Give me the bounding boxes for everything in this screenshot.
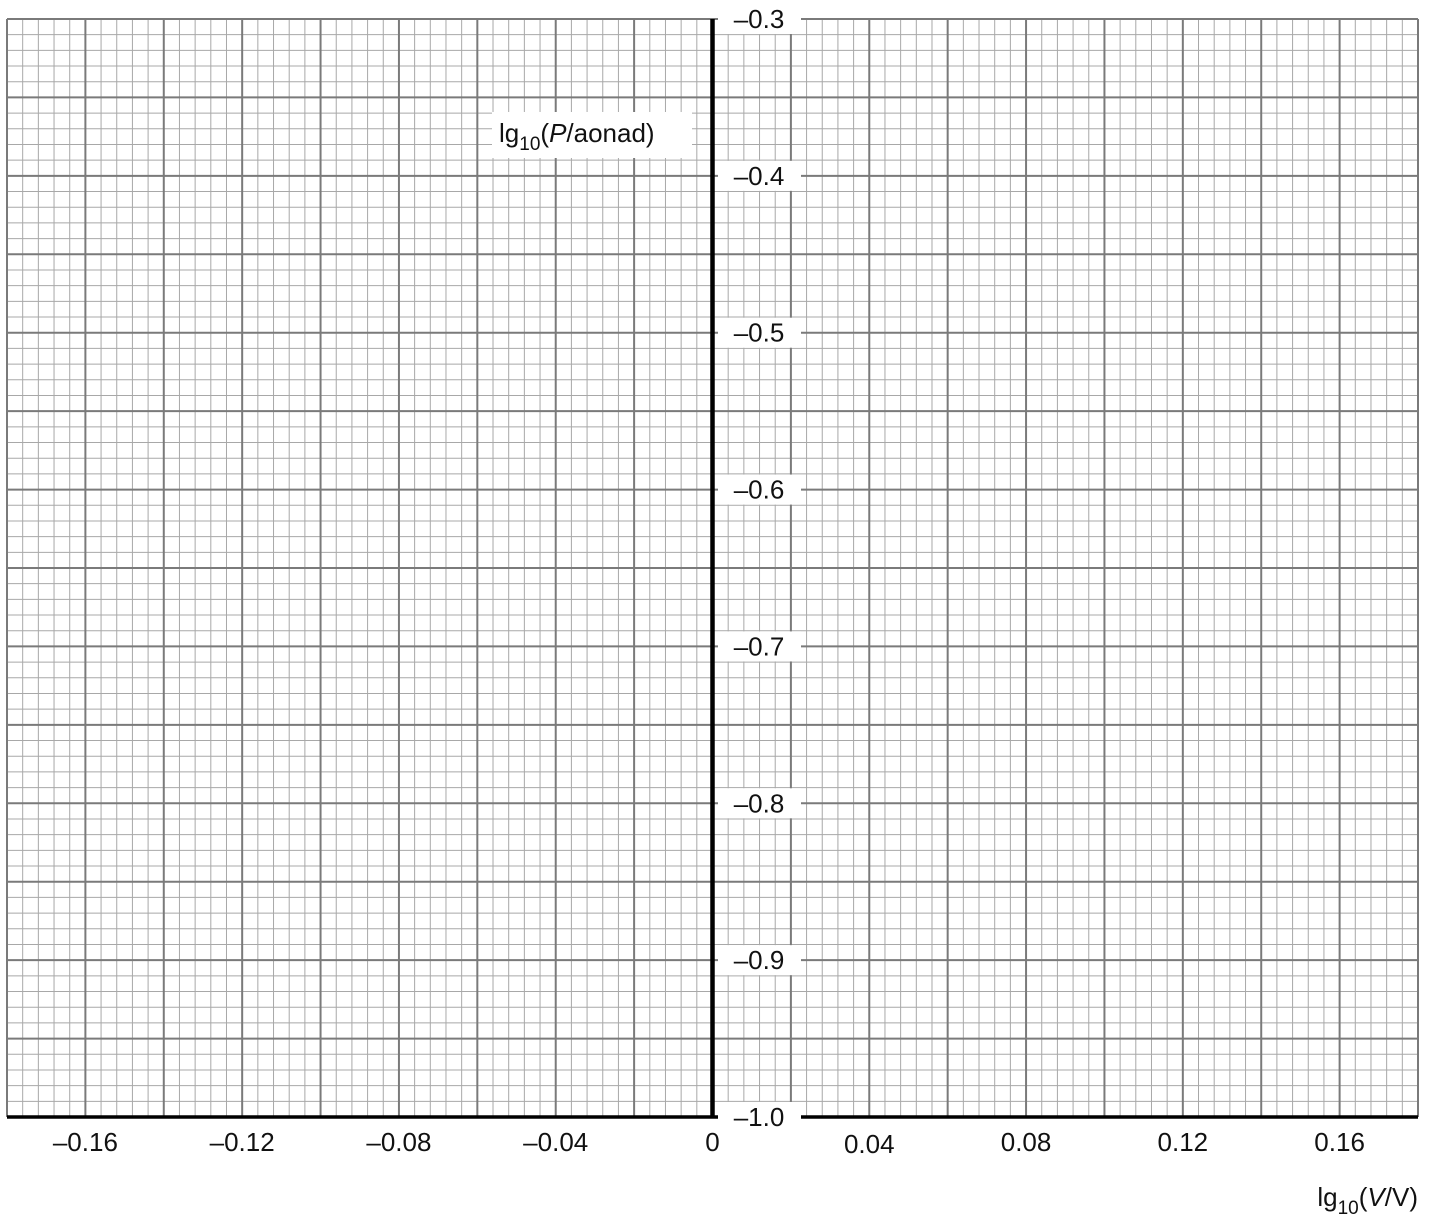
y-tick-label: –0.7 xyxy=(734,631,785,661)
y-tick-label-background xyxy=(718,631,801,662)
y-tick-label-background xyxy=(718,317,801,348)
x-tick-label: 0.16 xyxy=(1314,1127,1365,1157)
y-axis-title-prefix: lg xyxy=(499,118,519,148)
y-axis-title-variable: P xyxy=(549,118,567,148)
x-tick-label: –0.04 xyxy=(523,1127,588,1157)
y-tick-label-background xyxy=(718,1102,801,1132)
x-axis-title-open: ( xyxy=(1359,1182,1368,1212)
y-axis-title-unit: /aonad) xyxy=(566,118,654,148)
y-tick-label: –0.4 xyxy=(734,161,785,191)
y-tick-label: –0.9 xyxy=(734,945,785,975)
axes xyxy=(7,19,1418,1119)
y-tick-label: –0.8 xyxy=(734,788,785,818)
y-tick-label-background xyxy=(718,160,801,191)
y-tick-label-background xyxy=(718,4,801,34)
y-tick-label: –0.6 xyxy=(734,475,785,505)
y-tick-label: –0.3 xyxy=(734,4,785,34)
y-tick-label: –0.5 xyxy=(734,318,785,348)
y-tick-label: –1.0 xyxy=(734,1102,785,1132)
x-tick-label: –0.08 xyxy=(366,1127,431,1157)
x-axis-title-prefix: lg xyxy=(1317,1182,1337,1212)
y-axis-title-open: ( xyxy=(540,118,549,148)
y-tick-label-background xyxy=(718,945,801,976)
y-axis-title-subscript: 10 xyxy=(519,134,540,155)
y-axis-title: lg10(P/aonad) xyxy=(499,118,655,155)
x-tick-label: 0.08 xyxy=(1001,1127,1052,1157)
tick-labels: –0.3 –0.4 –0.5 –0.6 –0.7 –0.8 –0.9 –1.0 –0.16 –0.… xyxy=(53,4,1365,1159)
y-axis-title-background xyxy=(492,112,692,158)
x-axis-title-unit: /V) xyxy=(1385,1182,1418,1212)
x-tick-label: 0 xyxy=(705,1127,719,1157)
x-tick-label: 0.04 xyxy=(844,1129,895,1159)
x-axis-title: lg10(V/V) xyxy=(1317,1182,1418,1216)
x-tick-label: –0.12 xyxy=(210,1127,275,1157)
y-tick-label-background xyxy=(718,474,801,505)
x-axis-title-subscript: 10 xyxy=(1338,1198,1359,1216)
x-tick-label: –0.16 xyxy=(53,1127,118,1157)
x-axis-title-variable: V xyxy=(1367,1182,1387,1212)
x-tick-label: 0.12 xyxy=(1158,1127,1209,1157)
y-tick-label-background xyxy=(718,788,801,819)
